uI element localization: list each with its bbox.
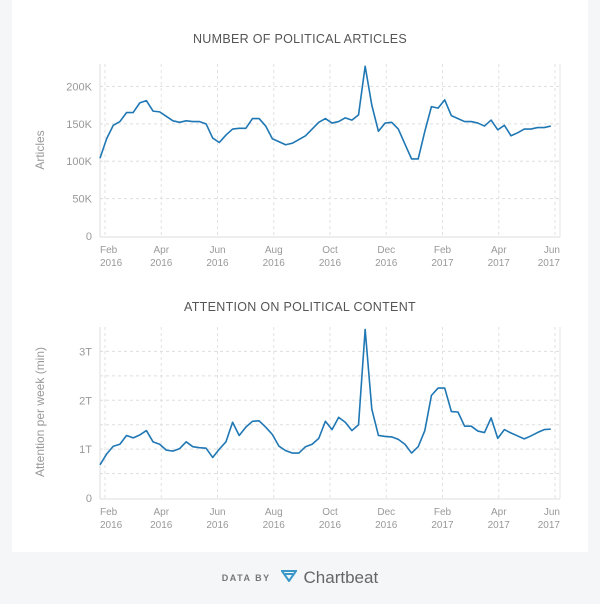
chart-card [12,0,588,552]
x-tick-year: 2016 [319,258,342,269]
y-tick-label: 200K [66,81,92,93]
x-tick-month: Apr [491,507,507,518]
x-tick-year: 2017 [538,520,561,531]
x-tick-month: Oct [322,245,338,256]
x-tick-month: Apr [153,507,169,518]
x-tick-year: 2016 [150,520,173,531]
y-tick-label: 0 [86,231,92,243]
y-tick-label: 2T [79,395,92,407]
y-tick-label: 0 [86,493,92,505]
x-tick-year: 2016 [263,258,286,269]
x-tick-month: Oct [322,507,338,518]
y-tick-label: 150K [66,119,92,131]
footer: DATA BY Chartbeat [0,568,600,588]
data-by-label: DATA BY [221,573,271,583]
x-tick-year: 2016 [206,520,229,531]
series-line [99,65,551,160]
series-line [99,328,551,466]
x-tick-year: 2016 [206,258,229,269]
x-tick-year: 2017 [488,520,511,531]
x-tick-year: 2017 [431,520,454,531]
x-tick-year: 2016 [319,520,342,531]
x-tick-month: Feb [100,507,118,518]
y-axis-label: Attention per week (min) [33,347,47,477]
x-tick-month: Feb [100,245,118,256]
chartbeat-logo-icon [280,569,298,587]
x-tick-month: Feb [434,245,452,256]
chart-title-attention: ATTENTION ON POLITICAL CONTENT [184,300,416,314]
x-tick-month: Aug [265,245,283,256]
x-tick-month: Jun [209,245,225,256]
x-tick-year: 2017 [488,258,511,269]
x-tick-year: 2016 [100,258,123,269]
x-tick-year: 2017 [538,258,561,269]
x-tick-year: 2016 [150,258,173,269]
x-tick-year: 2017 [431,258,454,269]
x-tick-month: Apr [153,245,169,256]
x-tick-month: Feb [434,507,452,518]
y-tick-label: 100K [66,156,92,168]
y-axis-label: Articles [33,130,47,169]
x-tick-year: 2016 [375,258,398,269]
x-tick-month: Jun [209,507,225,518]
x-tick-year: 2016 [263,520,286,531]
x-tick-month: Apr [491,245,507,256]
y-tick-label: 3T [79,346,92,358]
chartbeat-brand: Chartbeat [303,568,379,587]
x-tick-year: 2016 [100,520,123,531]
x-tick-year: 2016 [375,520,398,531]
x-tick-month: Aug [265,507,283,518]
y-tick-label: 50K [72,194,92,206]
x-tick-month: Dec [377,245,395,256]
x-tick-month: Jun [544,507,560,518]
y-tick-label: 1T [79,444,92,456]
x-tick-month: Jun [544,245,560,256]
x-tick-month: Dec [377,507,395,518]
chart-title-articles: NUMBER OF POLITICAL ARTICLES [192,32,407,46]
